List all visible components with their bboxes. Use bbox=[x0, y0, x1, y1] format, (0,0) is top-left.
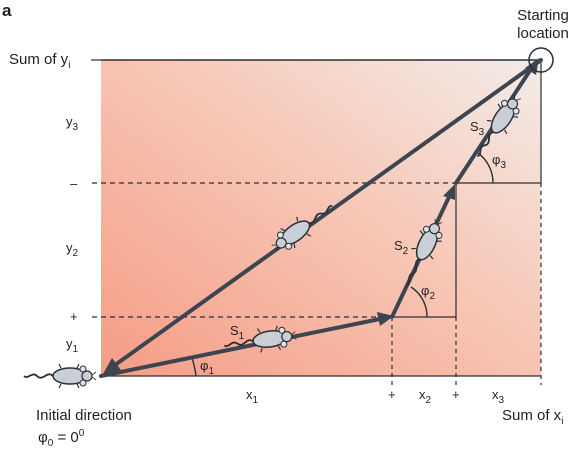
x-separator-plus-1: + bbox=[388, 387, 396, 402]
y-segment-label-2: y2 bbox=[66, 240, 79, 259]
y-separator-plus: + bbox=[70, 309, 78, 324]
x-segment-label-3: x3 bbox=[492, 387, 505, 406]
initial-direction-label: Initial direction bbox=[36, 407, 132, 424]
angle-label-2: φ2 bbox=[421, 283, 435, 302]
homing-vector-head bbox=[103, 358, 121, 374]
x-segment-label-2: x2 bbox=[419, 387, 432, 406]
initial-angle-label: φ0 = 00 bbox=[38, 428, 85, 449]
starting-location-label-2: location bbox=[517, 25, 569, 42]
step-label-1: S1 bbox=[230, 323, 245, 342]
angle-label-3: φ3 bbox=[492, 152, 506, 171]
sum-x-label: Sum of xi bbox=[502, 407, 563, 427]
homing-vector bbox=[113, 58, 543, 367]
step-vector-1 bbox=[99, 317, 382, 378]
y-separator-minus: – bbox=[70, 176, 78, 191]
angle-arc-2 bbox=[410, 286, 428, 318]
step-vector-2-head bbox=[443, 184, 455, 200]
starting-location-marker bbox=[528, 47, 554, 73]
y-segment-label-3: y3 bbox=[66, 114, 79, 133]
angle-label-1: φ1 bbox=[200, 358, 214, 377]
mouse-start bbox=[23, 363, 97, 389]
step-vector-1-head bbox=[377, 312, 394, 326]
y-segment-label-1: y1 bbox=[66, 336, 79, 355]
step-label-3: S3 bbox=[470, 119, 485, 138]
sum-y-label: Sum of yi bbox=[9, 51, 70, 71]
step-label-2: S2 bbox=[394, 238, 409, 257]
x-separator-plus-2: + bbox=[452, 387, 460, 402]
panel-letter: a bbox=[2, 1, 12, 20]
x-segment-label-1: x1 bbox=[246, 387, 259, 406]
starting-location-label: Starting bbox=[517, 7, 569, 24]
